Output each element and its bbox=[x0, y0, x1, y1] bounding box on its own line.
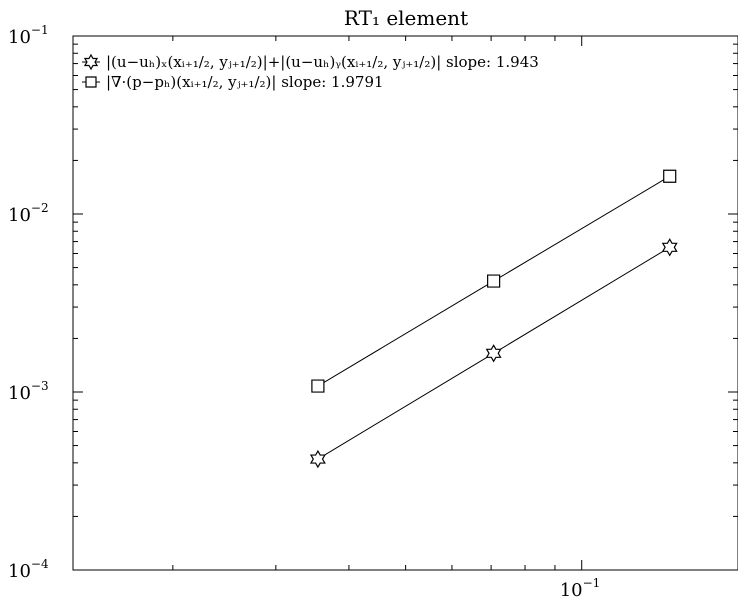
x-tick-label: 10−1 bbox=[560, 576, 601, 601]
y-tick-label: 10−2 bbox=[8, 201, 49, 226]
major-ticks bbox=[73, 35, 738, 571]
y-tick-label: 10−3 bbox=[8, 379, 49, 404]
legend: |(u−uₕ)ₓ(xᵢ₊₁/₂, yⱼ₊₁/₂)|+|(u−uₕ)ᵧ(xᵢ₊₁/… bbox=[82, 53, 539, 91]
x-tick-labels: 10−1 bbox=[560, 576, 601, 601]
legend-entry-error-u: |(u−uₕ)ₓ(xᵢ₊₁/₂, yⱼ₊₁/₂)|+|(u−uₕ)ᵧ(xᵢ₊₁/… bbox=[106, 53, 539, 71]
hexagram-marker bbox=[485, 344, 502, 363]
legend-marker-hexagram bbox=[83, 53, 99, 71]
square-marker bbox=[487, 274, 501, 288]
series-markers bbox=[309, 169, 678, 469]
y-tick-label: 10−4 bbox=[8, 557, 49, 582]
legend-entry-error-div-p: |∇·(p−pₕ)(xᵢ₊₁/₂, yⱼ₊₁/₂)| slope: 1.9791 bbox=[106, 73, 384, 91]
y-tick-labels: 10−1 10−2 10−3 10−4 bbox=[8, 23, 49, 582]
square-marker bbox=[663, 169, 677, 183]
square-marker bbox=[311, 379, 325, 393]
minor-ticks bbox=[73, 36, 738, 570]
legend-marker-square bbox=[85, 76, 97, 88]
hexagram-marker bbox=[661, 238, 678, 257]
series-lines bbox=[317, 175, 670, 460]
y-tick-label: 10−1 bbox=[8, 23, 49, 48]
plot-frame bbox=[72, 35, 738, 571]
hexagram-marker bbox=[309, 449, 326, 469]
chart-title: RT₁ element bbox=[344, 6, 468, 30]
